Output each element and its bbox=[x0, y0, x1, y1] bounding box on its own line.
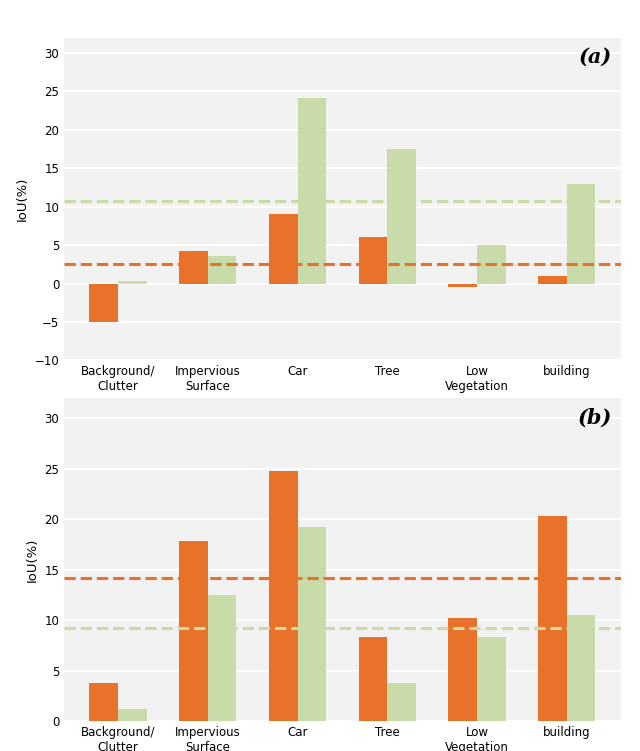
Bar bbox=[90, 284, 118, 322]
Bar bbox=[477, 637, 506, 721]
Bar bbox=[269, 214, 298, 284]
Bar bbox=[118, 709, 147, 721]
Bar bbox=[387, 683, 416, 721]
Bar bbox=[448, 284, 477, 288]
Bar bbox=[387, 149, 416, 284]
Bar bbox=[538, 276, 567, 284]
Bar bbox=[179, 252, 208, 284]
Bar bbox=[567, 184, 595, 284]
Bar bbox=[477, 245, 506, 284]
Bar bbox=[298, 98, 326, 284]
Bar bbox=[567, 615, 595, 721]
Bar bbox=[448, 618, 477, 721]
Y-axis label: IoU(%): IoU(%) bbox=[16, 176, 29, 222]
Bar bbox=[358, 637, 387, 721]
Bar bbox=[538, 516, 567, 721]
Text: (a): (a) bbox=[579, 47, 612, 68]
Bar bbox=[179, 541, 208, 721]
Bar bbox=[269, 471, 298, 721]
Bar bbox=[208, 595, 237, 721]
Bar bbox=[358, 237, 387, 284]
Bar bbox=[90, 683, 118, 721]
Bar bbox=[208, 256, 237, 284]
Text: (b): (b) bbox=[578, 408, 612, 428]
Legend: average of PotsdamIRRG to Vaihingen, average of PotsdamRGB to Vaihingen: average of PotsdamIRRG to Vaihingen, ave… bbox=[70, 463, 581, 473]
Bar bbox=[118, 282, 147, 284]
Bar bbox=[298, 527, 326, 721]
Y-axis label: IoU(%): IoU(%) bbox=[26, 537, 38, 582]
